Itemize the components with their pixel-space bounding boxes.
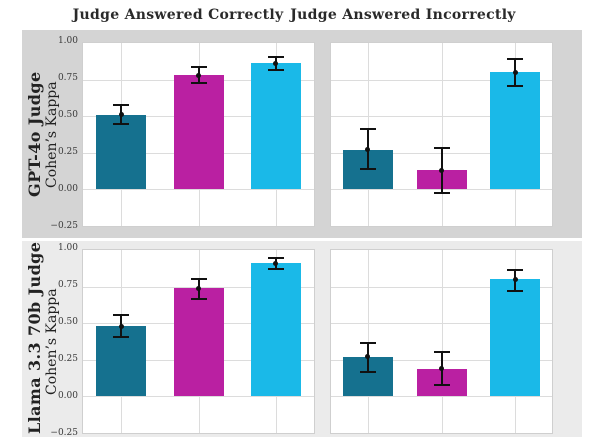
y-axis-label: Cohen’s Kappa (44, 81, 60, 188)
point-marker (118, 112, 124, 118)
y-tick-label: 0.00 (57, 391, 78, 401)
gridline-vertical (367, 250, 369, 433)
y-tick-label: 0.00 (57, 184, 78, 194)
point-marker (365, 147, 371, 153)
y-tick-label: −0.25 (50, 428, 78, 438)
bar (250, 263, 301, 397)
point-marker (365, 354, 371, 360)
point-marker (439, 366, 444, 372)
y-tick-label: 1.00 (57, 36, 78, 46)
bar (490, 279, 541, 397)
bar (173, 75, 224, 190)
gridline-vertical (441, 43, 443, 226)
y-tick-label: 0.25 (57, 147, 78, 157)
y-tick-label: 0.75 (57, 73, 78, 83)
y-tick-label: −0.25 (50, 221, 78, 231)
bar (250, 63, 301, 190)
facet-row-gpt4o: GPT-4o Judge Cohen’s Kappa 1.00 0.75 0.50 0… (22, 30, 582, 238)
point-marker (439, 167, 444, 173)
bar (96, 114, 147, 190)
panel-gpt4o-correct (82, 42, 315, 227)
panel-gpt4o-incorrect (330, 42, 553, 227)
y-axis-label: Cohen’s Kappa (44, 288, 60, 395)
row-label-llama-judge: Llama 3.3 70b Judge (25, 241, 44, 434)
column-title-incorrect: Judge Answered Incorrectly (290, 7, 516, 23)
point-marker (196, 285, 201, 291)
point-marker (273, 60, 278, 66)
column-title-correct: Judge Answered Correctly (72, 7, 284, 23)
bar (490, 72, 541, 190)
row-label-gpt4o-judge: GPT-4o Judge (25, 71, 44, 198)
bar (96, 326, 147, 397)
y-tick-label: 0.50 (57, 110, 78, 120)
y-tick-label: 1.00 (57, 243, 78, 253)
gridline-vertical (441, 250, 443, 433)
y-tick-label: 0.25 (57, 354, 78, 364)
point-marker (118, 323, 124, 329)
y-tick-label: 0.50 (57, 317, 78, 327)
point-marker (512, 69, 518, 75)
panel-llama-correct (82, 249, 315, 434)
row-axis-labels: Llama 3.3 70b Judge Cohen’s Kappa (25, 241, 60, 434)
point-marker (196, 72, 201, 78)
panel-llama-incorrect (330, 249, 553, 434)
point-marker (512, 276, 518, 282)
facet-row-llama: Llama 3.3 70b Judge Cohen’s Kappa 1.00 0.… (22, 241, 582, 438)
point-marker (273, 260, 278, 266)
bar (173, 288, 224, 397)
y-tick-label: 0.75 (57, 280, 78, 290)
row-axis-labels: GPT-4o Judge Cohen’s Kappa (25, 42, 60, 227)
